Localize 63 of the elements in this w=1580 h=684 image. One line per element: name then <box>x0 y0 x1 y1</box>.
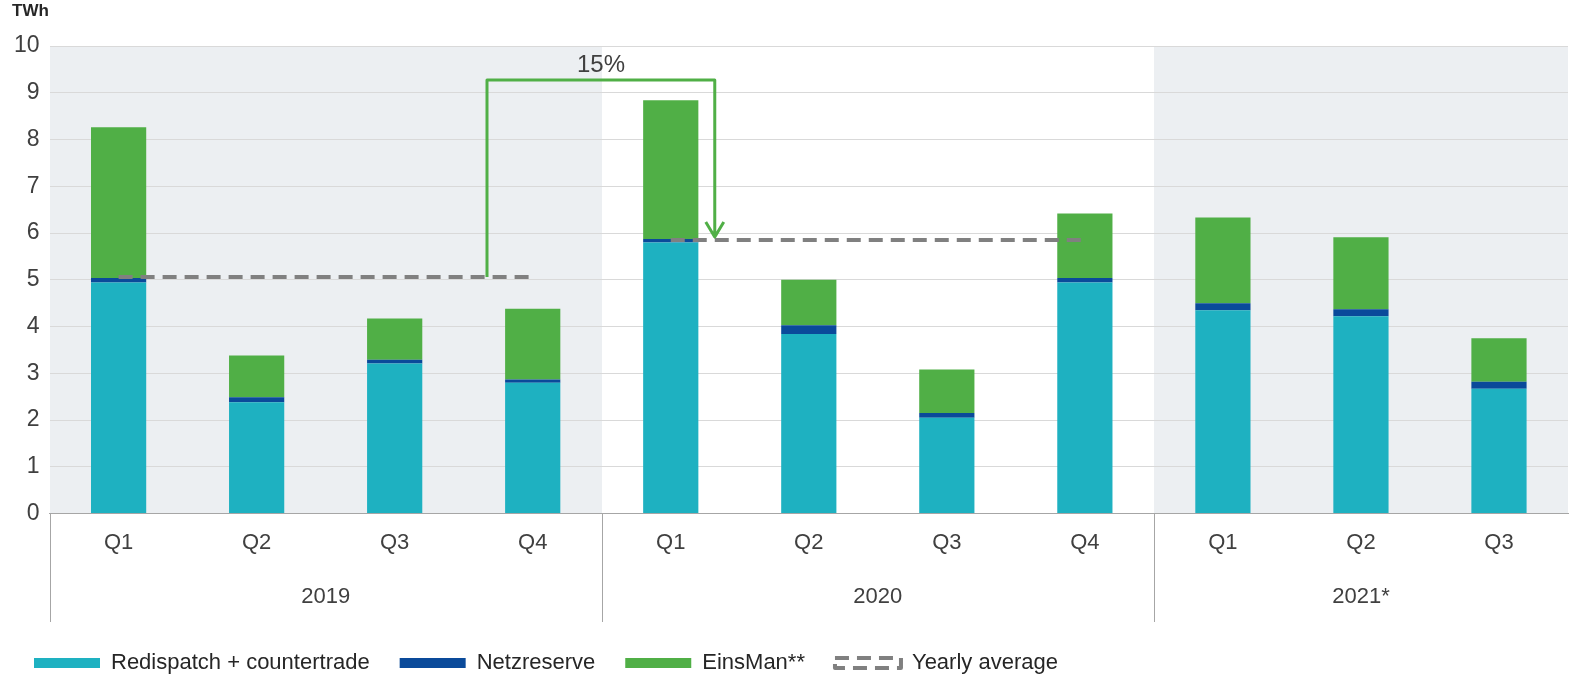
bar <box>1195 303 1251 311</box>
y-axis-title: TWh <box>12 1 49 21</box>
x-tick-label: Q3 <box>1484 528 1514 554</box>
text: 2021* <box>1332 582 1391 608</box>
bar <box>90 277 147 283</box>
x-tick-label: Q1 <box>1208 528 1238 554</box>
bar <box>505 379 561 383</box>
bar <box>367 359 423 364</box>
bar <box>229 402 285 514</box>
bar <box>1057 282 1113 514</box>
y-tick-label: 8 <box>26 124 40 151</box>
x-tick-label: Q2 <box>1346 528 1376 554</box>
y-tick-label: 9 <box>26 78 40 105</box>
bar <box>1471 381 1527 389</box>
y-tick-label: 1 <box>26 452 40 479</box>
y-tick-label: 7 <box>26 171 40 198</box>
x-tick-label: Q4 <box>518 528 548 554</box>
bar <box>919 417 975 514</box>
bar <box>90 127 147 278</box>
text: 2020 <box>853 582 903 608</box>
bar <box>229 355 285 398</box>
bar <box>1333 309 1389 317</box>
bar <box>919 369 975 414</box>
x-tick-label: Q2 <box>241 528 272 554</box>
y-tick-label: 0 <box>26 498 40 525</box>
x-tick-label: Q2 <box>794 528 824 554</box>
bar <box>781 279 837 326</box>
bar <box>1195 217 1251 304</box>
bar <box>781 325 837 335</box>
bar <box>505 308 561 380</box>
y-tick-label: 3 <box>26 358 40 385</box>
bar <box>1195 310 1251 514</box>
bar <box>1333 237 1389 310</box>
legend-label: Netzreserve <box>476 649 596 675</box>
bar <box>1471 338 1527 382</box>
bar <box>781 334 837 514</box>
bar <box>367 318 423 360</box>
y-tick-label: 6 <box>26 218 40 245</box>
x-tick-label: Q3 <box>380 528 410 554</box>
bar <box>1057 277 1113 283</box>
y-tick-label: 10 <box>13 31 40 58</box>
bar <box>229 397 285 403</box>
legend-label: Redispatch + countertrade <box>111 649 370 675</box>
annotation: 15% <box>576 50 627 78</box>
bar <box>90 282 147 514</box>
x-tick-label: Q1 <box>103 528 134 554</box>
bar <box>1057 213 1113 278</box>
bar <box>1333 316 1389 514</box>
legend-label: Yearly average <box>911 649 1058 675</box>
legend-label: EinsMan** <box>702 649 806 675</box>
y-tick-label: 4 <box>26 311 40 338</box>
bar <box>1471 388 1527 514</box>
x-tick-label: Q1 <box>656 528 686 554</box>
bar <box>919 413 975 418</box>
y-tick-label: 2 <box>26 405 40 432</box>
bar <box>367 363 423 514</box>
x-tick-label: Q4 <box>1070 528 1100 554</box>
y-tick-label: 5 <box>26 265 40 292</box>
text: 2019 <box>301 582 351 608</box>
bar <box>505 382 561 514</box>
x-tick-label: Q3 <box>932 528 962 554</box>
bar <box>643 100 699 240</box>
bar <box>643 242 699 514</box>
